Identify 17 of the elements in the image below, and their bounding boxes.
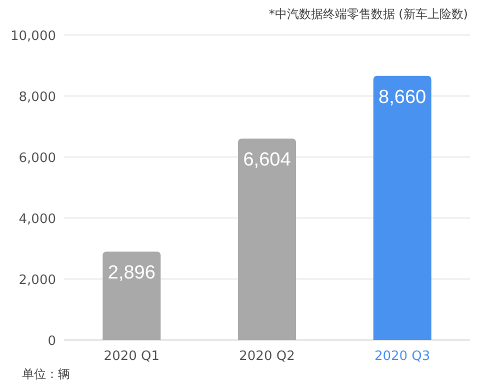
text: *中汽数据终端零售数据 (新车上险数) (268, 7, 468, 21)
x-tick-label: 2020 Q3 (374, 349, 430, 364)
y-tick-label: 10,000 (10, 29, 56, 44)
data-label: 8,660 (378, 86, 426, 108)
bar (238, 138, 296, 340)
y-tick-label: 2,000 (18, 273, 56, 288)
y-tick-label: 8,000 (18, 90, 56, 105)
y-tick-label: 0 (48, 334, 56, 349)
y-tick-label: 6,000 (18, 151, 56, 166)
text: 单位：辆 (22, 367, 70, 381)
x-tick-label: 2020 Q2 (239, 349, 295, 364)
bar (373, 76, 432, 340)
data-label: 6,604 (243, 150, 292, 171)
x-tick-label: 2020 Q1 (104, 349, 160, 364)
data-label: 2,896 (108, 262, 156, 284)
bar (102, 252, 161, 340)
y-tick-label: 4,000 (18, 212, 56, 227)
